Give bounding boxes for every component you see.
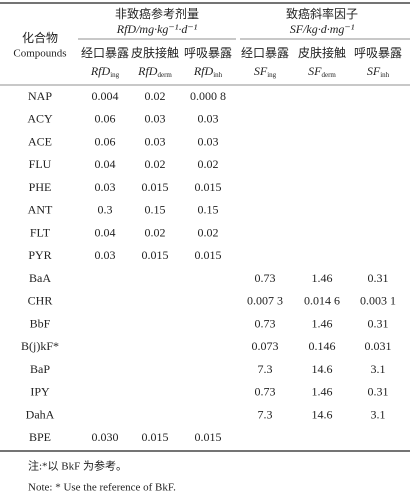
symbol-sub: derm: [321, 71, 336, 79]
route-header: 呼吸暴露: [354, 46, 402, 60]
cell: 0.03: [95, 248, 116, 262]
symbol-main: SF: [308, 64, 322, 78]
symbol-main: SF: [254, 64, 268, 78]
route-header: 经口暴露: [241, 46, 289, 60]
cell: 0.02: [198, 157, 219, 171]
cell: 0.06: [95, 134, 116, 148]
compound-header: 化合物: [22, 30, 58, 45]
cell: 1.46: [312, 271, 333, 285]
compound: BbF: [30, 316, 51, 330]
compound: NAP: [28, 89, 52, 103]
cell: 0.004: [92, 89, 119, 103]
cell: 0.03: [95, 180, 116, 194]
compound: FLT: [30, 225, 51, 239]
cell: 0.31: [368, 385, 389, 399]
cell: 1.46: [312, 385, 333, 399]
compound: ANT: [28, 203, 53, 217]
cell: 0.014 6: [304, 294, 340, 308]
route-header: 皮肤接触: [298, 45, 346, 60]
cell: 7.3: [258, 407, 273, 421]
symbol-main: RfD: [193, 64, 214, 78]
symbol-header: SFinh: [367, 64, 390, 79]
symbol-sub: inh: [213, 71, 222, 79]
cell: 0.015: [195, 180, 222, 194]
cell: 0.31: [368, 271, 389, 285]
compound: FLU: [29, 157, 52, 171]
compound: BaP: [30, 362, 50, 376]
cell: 0.02: [145, 157, 166, 171]
group-title: 非致癌参考剂量: [115, 6, 199, 21]
note: 注:*以 BkF 为参考。: [28, 459, 127, 473]
compound: ACE: [28, 134, 52, 148]
cell: 0.015: [195, 430, 222, 444]
symbol-sub: ing: [110, 71, 119, 79]
group-unit: RfD/mg·kg⁻¹·d⁻¹: [116, 22, 198, 36]
cell: 0.04: [95, 157, 116, 171]
cell: 0.04: [95, 225, 116, 239]
cell: 0.073: [252, 339, 279, 353]
symbol-main: RfD: [137, 64, 158, 78]
route-header: 呼吸暴露: [184, 46, 232, 60]
symbol-header: SFderm: [308, 64, 336, 79]
compound: IPY: [30, 385, 50, 399]
compound: ACY: [27, 112, 53, 126]
cell: 0.03: [198, 134, 219, 148]
cell: 0.73: [255, 271, 276, 285]
compound: PYR: [28, 248, 51, 262]
compound: BPE: [29, 430, 51, 444]
cell: 0.03: [198, 112, 219, 126]
cell: 0.000 8: [190, 89, 226, 103]
cell: 0.015: [142, 430, 169, 444]
cell: 0.06: [95, 112, 116, 126]
symbol-header: RfDderm: [137, 64, 172, 79]
compound: DahA: [26, 407, 55, 421]
cell: 0.03: [145, 112, 166, 126]
note: Note: * Use the reference of BkF.: [28, 482, 176, 494]
symbol-header: RfDing: [90, 64, 120, 79]
symbol-main: RfD: [90, 64, 111, 78]
cell: 0.015: [195, 248, 222, 262]
cell: 14.6: [312, 407, 333, 421]
cell: 0.030: [92, 430, 119, 444]
cell: 0.02: [145, 225, 166, 239]
cell: 0.02: [198, 225, 219, 239]
symbol-main: SF: [367, 64, 381, 78]
cell: 0.015: [142, 248, 169, 262]
cell: 0.31: [368, 316, 389, 330]
cell: 0.03: [145, 134, 166, 148]
cell: 0.003 1: [360, 294, 396, 308]
symbol-header: SFing: [254, 64, 277, 79]
cell: 0.031: [365, 339, 392, 353]
symbol-sub: derm: [157, 71, 172, 79]
cell: 7.3: [258, 362, 273, 376]
symbol-header: RfDinh: [193, 64, 223, 79]
cell: 3.1: [371, 362, 386, 376]
compound: PHE: [29, 180, 52, 194]
route-header: 经口暴露: [81, 46, 129, 60]
cell: 0.73: [255, 385, 276, 399]
symbol-sub: inh: [380, 71, 389, 79]
cell: 0.3: [98, 203, 113, 217]
cell: 0.02: [145, 89, 166, 103]
route-header: 皮肤接触: [131, 45, 179, 60]
group-title: 致癌斜率因子: [286, 6, 358, 21]
compound: CHR: [28, 294, 53, 308]
cell: 0.15: [145, 203, 166, 217]
cell: 0.007 3: [247, 294, 283, 308]
compound: B(j)kF*: [21, 339, 59, 353]
compound: BaA: [29, 271, 51, 285]
cell: 3.1: [371, 407, 386, 421]
compound-header: Compounds: [13, 48, 66, 60]
symbol-sub: ing: [267, 71, 276, 79]
cell: 0.15: [198, 203, 219, 217]
cell: 1.46: [312, 316, 333, 330]
group-unit: SF/kg·d·mg⁻¹: [290, 22, 355, 36]
cell: 0.015: [142, 180, 169, 194]
cell: 0.146: [309, 339, 336, 353]
cell: 0.73: [255, 316, 276, 330]
cell: 14.6: [312, 362, 333, 376]
